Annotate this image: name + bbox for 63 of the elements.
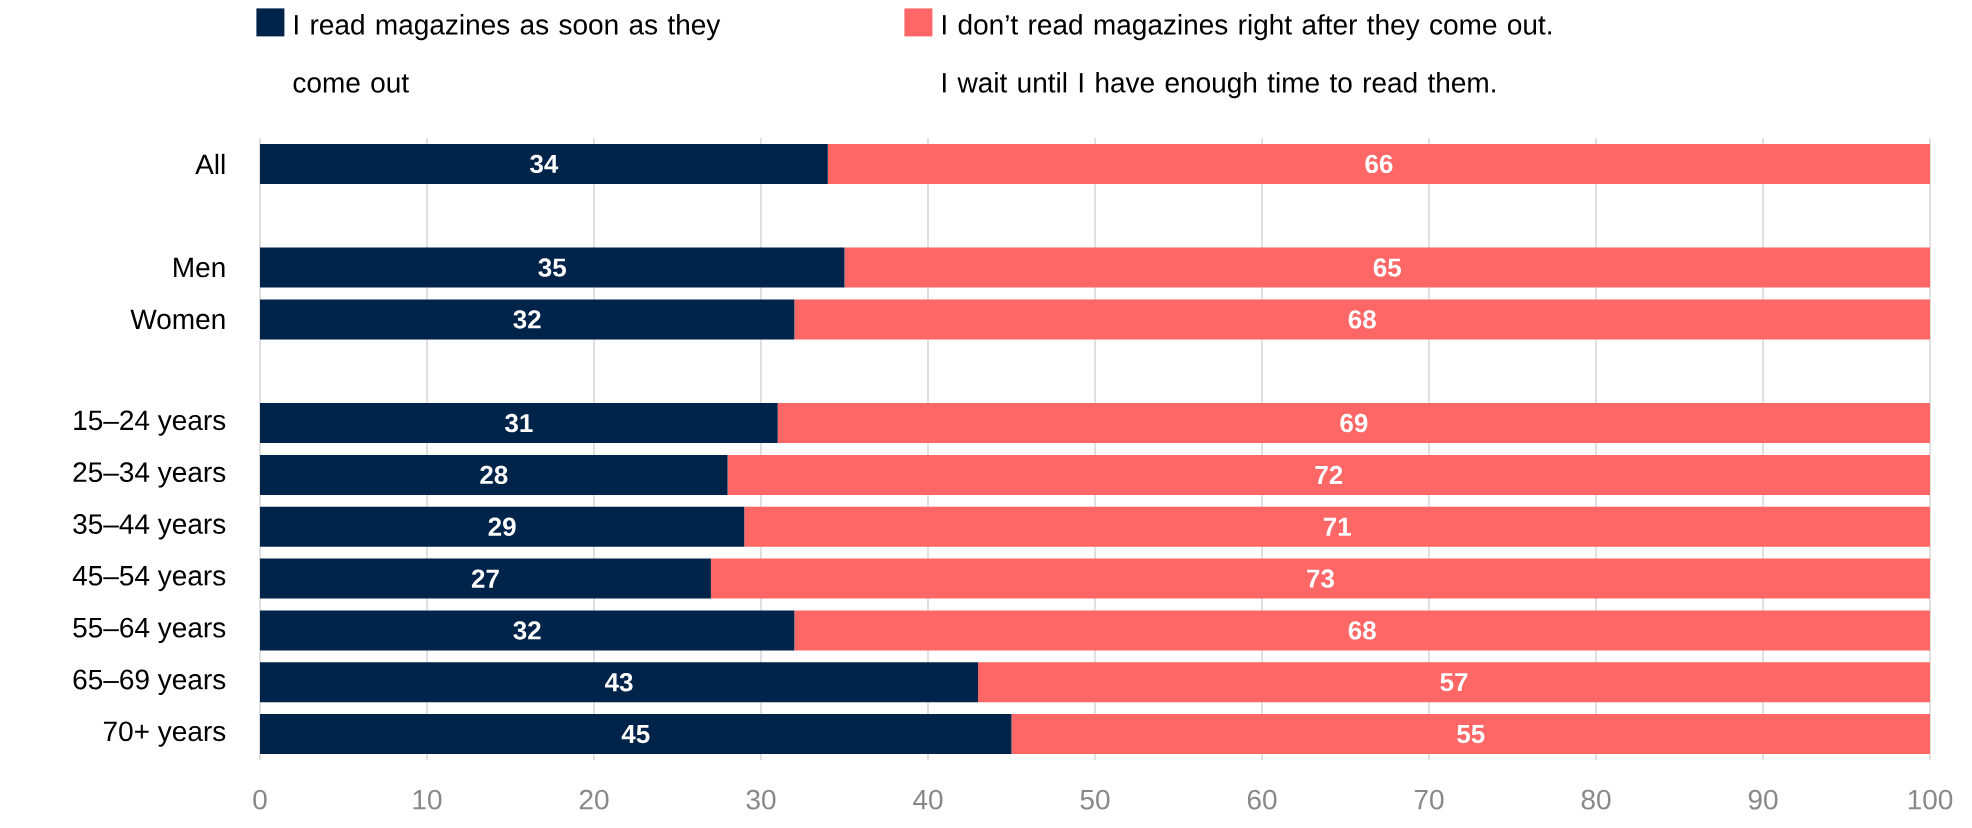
bar [260,714,1012,755]
y-tick-label: 15–24 years [74,410,226,436]
x-tick-label: 20 [579,789,609,810]
data-label: 31 [505,413,533,433]
y-tick-label: Women [130,309,225,330]
data-label: 27 [471,569,499,588]
y-tick-label: 35–44 years [73,514,226,540]
y-tick-label: Men [174,257,225,278]
x-tick-label: 30 [746,789,776,810]
data-label: 32 [513,621,541,640]
data-label: 28 [480,465,508,485]
data-label: 69 [1340,413,1368,433]
bar [844,247,1931,288]
x-tick-label: 60 [1247,789,1277,810]
bar [260,143,828,184]
data-label: 34 [530,154,559,174]
bar [978,662,1931,703]
bar [260,454,728,495]
x-tick-label: 0 [253,789,267,810]
bar [260,610,795,651]
data-label: 65 [1373,258,1401,277]
bar [260,299,795,340]
data-label: 72 [1315,465,1343,484]
x-tick-label: 100 [1908,789,1953,810]
data-label: 55 [1457,725,1485,744]
bar [260,403,778,444]
data-label: 35 [538,258,566,277]
data-label: 45 [621,725,650,744]
text: I read magazines as soon as they come out [293,14,721,93]
y-tick-label: 65–69 years [73,669,226,695]
bar [260,558,711,599]
y-tick-label: 55–64 years [73,617,226,644]
bar [794,299,1931,340]
data-label: 29 [488,517,516,536]
x-tick-label: 40 [913,789,943,810]
y-tick-label: 25–34 years [73,462,226,488]
data-label: 57 [1440,673,1468,692]
bar [260,506,745,547]
bar [794,610,1931,651]
data-label: 68 [1348,621,1376,640]
data-label: 32 [513,310,541,329]
x-tick-label: 70 [1414,789,1444,810]
y-tick-label: 45–54 years [72,566,226,592]
x-tick-label: 10 [413,789,442,810]
x-tick-label: 50 [1080,789,1110,810]
y-tick-label: 70+ years [103,721,226,747]
bar [260,247,845,288]
bar [827,143,1931,184]
bar [710,558,1931,599]
y-tick-label: All [195,153,225,175]
data-label: 66 [1365,154,1393,174]
bar [727,454,1931,495]
bar [777,403,1931,444]
data-label: 43 [604,673,633,692]
data-label: 68 [1348,310,1376,329]
legend-label: I don’t read magazines right after they come out. I wait until I have enough time to read them. [943,14,1551,99]
bar [744,506,1931,547]
bar [1011,714,1931,755]
data-label: 73 [1307,569,1334,588]
bar [260,662,979,703]
x-tick-label: 80 [1581,789,1611,810]
x-tick-label: 90 [1748,789,1778,810]
data-label: 71 [1323,517,1351,536]
